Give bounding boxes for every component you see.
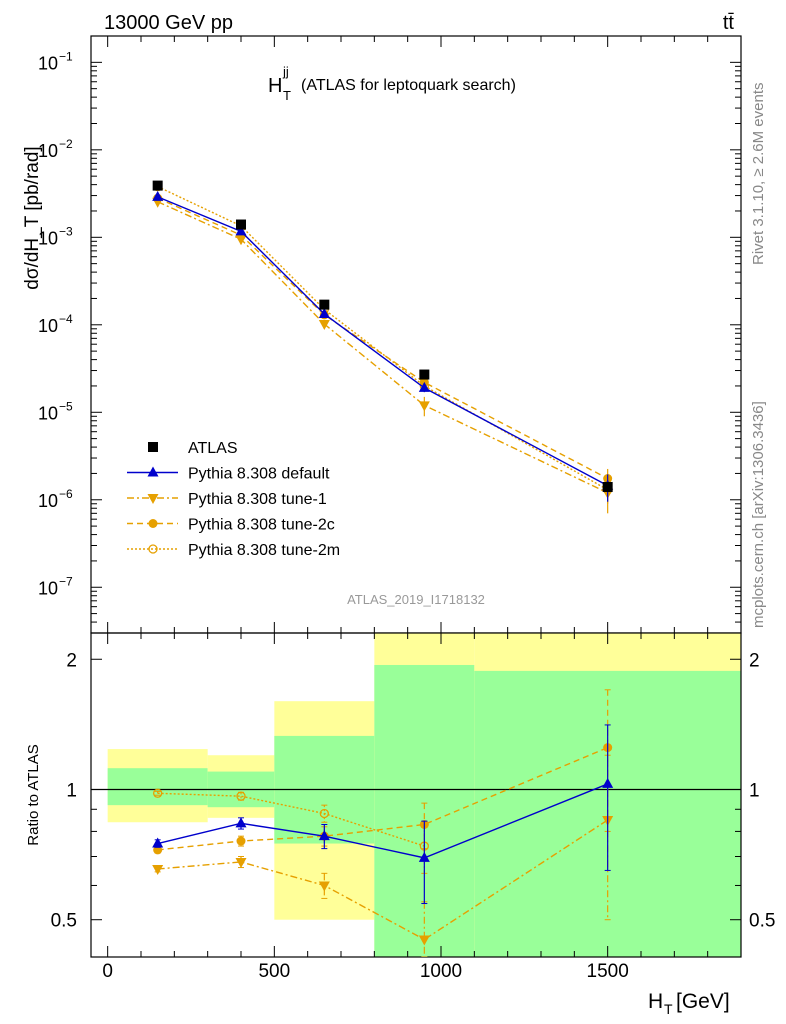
ratio-ylabel: Ratio to ATLAS (25, 744, 42, 845)
legend-entry: Pythia 8.308 tune-2c (127, 517, 335, 534)
ratio-y-tick-label: 1 (66, 780, 77, 801)
ratio-panel: 0.5 0.5 1 1 2 2 0 500 1000 1500 (51, 632, 775, 982)
main-ylabel: dσ/dH_T [pb/rad] (22, 146, 43, 289)
data-point (236, 219, 246, 230)
series-data (152, 180, 613, 492)
legend-marker (148, 544, 158, 554)
y-tick-label-exponent: −7 (59, 574, 73, 588)
ratio-data-point (236, 791, 246, 801)
ratio-x-tick-label: 500 (258, 961, 290, 982)
y-tick-label: 10 (38, 316, 58, 336)
xlabel: H T [GeV] (648, 990, 730, 1017)
y-tick-label-exponent: −4 (59, 312, 73, 326)
ratio-x-tick-label: 1000 (420, 961, 462, 982)
data-point (418, 381, 430, 392)
legend-label: Pythia 8.308 default (188, 466, 330, 483)
ratio-series-tune2m (153, 788, 429, 874)
ratio-series-line (157, 746, 608, 851)
legend-label: Pythia 8.308 tune-1 (188, 491, 327, 508)
xlabel-unit: [GeV] (676, 990, 730, 1013)
title-symbol: H (268, 75, 282, 97)
ratio-series-line (157, 792, 425, 847)
legend-entry: Pythia 8.308 tune-2m (127, 542, 340, 559)
data-point (235, 225, 247, 236)
ratio-data-point (153, 788, 163, 798)
title-text: (ATLAS for leptoquark search) (301, 77, 516, 94)
data-point (318, 320, 330, 331)
y-tick-label-exponent: −3 (59, 224, 73, 238)
legend: ATLAS Pythia 8.308 default Pythia 8.308 tu… (127, 440, 340, 559)
legend-label: Pythia 8.308 tune-2m (188, 542, 340, 559)
ratio-data-point (235, 817, 247, 828)
y-tick-label-exponent: −6 (59, 487, 73, 501)
ratio-data-point (418, 935, 430, 946)
ratio-y-tick-label: 2 (66, 650, 77, 671)
ratio-y-tick-label-right: 0.5 (749, 911, 775, 932)
ratio-series-default (152, 724, 614, 905)
title-superscript: jj (282, 64, 289, 79)
series-line (157, 185, 609, 491)
data-point (319, 299, 330, 310)
legend-label: ATLAS (188, 440, 238, 457)
data-point (602, 481, 613, 492)
y-tick-label: 10 (38, 578, 58, 598)
data-point (419, 369, 430, 380)
ratio-y-tick-label-right: 1 (749, 780, 760, 801)
ratio-frame (90, 632, 742, 958)
ratio-series-tune1 (152, 754, 614, 957)
legend-marker (148, 519, 158, 528)
legend-marker (147, 466, 159, 477)
process-label: 13000 GeV pp (104, 12, 233, 34)
xlabel-symbol: H (648, 990, 663, 1013)
y-tick-label: 10 (38, 228, 58, 248)
ratio-data-point (152, 837, 164, 848)
ratio-data-point (319, 808, 329, 819)
data-point (152, 190, 164, 201)
ratio-data-point (602, 777, 614, 788)
ratio-y-tick-label: 0.5 (51, 911, 77, 932)
data-point (418, 401, 430, 412)
ratio-y-tick-label-right: 2 (749, 650, 760, 671)
ratio-x-tick-label: 1500 (587, 961, 629, 982)
legend-marker (148, 442, 158, 452)
analysis-id: ATLAS_2019_I1718132 (347, 592, 485, 607)
ratio-data-point (152, 864, 164, 875)
series-line (157, 197, 608, 480)
y-tick-label: 10 (38, 403, 58, 423)
data-point (235, 235, 247, 246)
y-tick-label-exponent: −5 (59, 399, 73, 413)
xlabel-subscript: T (664, 1001, 673, 1017)
legend-entry: Pythia 8.308 default (127, 466, 330, 483)
legend-marker (147, 494, 159, 504)
ratio-data-point (235, 857, 247, 868)
svg-text:H: H (268, 75, 282, 97)
y-tick-label-exponent: −1 (59, 49, 73, 63)
data-point (318, 307, 330, 318)
band-inner (107, 768, 208, 806)
legend-label: Pythia 8.308 tune-2c (188, 517, 335, 534)
ratio-data-point (318, 830, 330, 841)
legend-entry: Pythia 8.308 tune-1 (127, 491, 327, 508)
channel-label: tt̄ (723, 12, 735, 34)
y-tick-label: 10 (38, 491, 58, 511)
y-tick-label-exponent: −2 (59, 137, 73, 151)
ratio-x-tick-label: 0 (102, 961, 113, 982)
title-subscript: T (283, 88, 291, 103)
rivet-version: Rivet 3.1.10, ≥ 2.6M events (750, 83, 767, 266)
data-point (152, 180, 163, 191)
mcplots-reference: mcplots.cern.ch [arXiv:1306.3436] (750, 401, 767, 628)
main-title: H T jj (ATLAS for leptoquark search) (268, 64, 516, 103)
main-panel: 10−710−610−510−410−310−210−1 (38, 35, 742, 634)
ratio-data-point (418, 851, 430, 862)
y-tick-label: 10 (38, 53, 58, 73)
ratio-data-point (318, 881, 330, 892)
ratio-data-point (236, 836, 246, 846)
y-tick-label: 10 (38, 141, 58, 161)
legend-entry: ATLAS (148, 440, 238, 457)
